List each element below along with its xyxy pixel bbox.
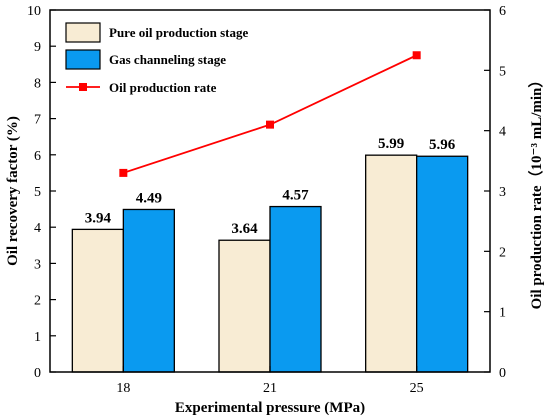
x-tick-label: 18 [116,381,130,396]
oil-rate-marker-18 [119,168,128,177]
y2-tick-label: 1 [499,306,506,321]
legend-label-gas-channeling: Gas channeling stage [109,52,226,67]
data-labels-layer: 3.94 3.64 5.99 4.49 4.57 5.96 [85,136,456,237]
y-tick-label: 10 [27,4,41,19]
x-tick-label: 21 [263,381,277,396]
data-label-pure-oil-21: 3.64 [231,221,258,237]
bar-gas-channeling-21 [269,205,322,373]
legend-swatch-gas-channeling [65,49,101,70]
y-tick-label: 7 [34,113,41,128]
y-tick-label: 5 [34,185,41,200]
axes-layer: 0 1 2 3 4 5 6 7 8 9 10 0 1 2 3 4 5 6 18 21 25 [27,4,506,396]
y2-tick-label: 0 [499,366,506,381]
y-axis-title: Oil recovery factor (%) [5,116,21,266]
data-label-gas-channeling-21: 4.57 [282,188,309,204]
data-label-pure-oil-18: 3.94 [85,210,112,226]
data-label-gas-channeling-18: 4.49 [136,190,162,206]
legend-label-oil-rate: Oil production rate [109,80,217,95]
y-tick-label: 2 [34,294,41,309]
y-tick-label: 4 [34,221,41,236]
y2-tick-label: 2 [499,245,506,260]
y-tick-label: 9 [34,40,41,55]
y-tick-label: 1 [34,330,41,345]
bar-pure-oil-21 [218,239,271,373]
y2-tick-label: 5 [499,64,506,79]
bars-layer [71,154,469,373]
legend-swatch-pure-oil [65,22,101,43]
y-tick-label: 0 [34,366,41,381]
oil-rate-marker-21 [266,120,274,129]
line-layer [119,51,421,177]
x-axis-title: Experimental pressure (MPa) [175,400,365,416]
y-tick-label: 8 [34,76,41,91]
y2-tick-label: 3 [499,185,506,200]
y2-axis-title: Oil production rate（10⁻³ mL/min） [527,73,545,310]
legend-label-pure-oil: Pure oil production stage [109,25,249,40]
y-tick-label: 3 [34,257,41,272]
data-label-gas-channeling-25: 5.96 [429,137,456,153]
bar-pure-oil-18 [71,228,124,373]
y2-tick-label: 4 [499,125,506,140]
oil-rate-marker-25 [412,51,421,60]
data-label-pure-oil-25: 5.99 [378,136,404,152]
bar-gas-channeling-18 [122,208,175,373]
legend: Pure oil production stage Gas channeling… [65,22,249,95]
y2-tick-label: 6 [499,4,506,19]
y-tick-label: 6 [34,149,41,164]
bar-pure-oil-25 [365,154,418,373]
x-tick-label: 25 [410,381,424,396]
bar-gas-channeling-25 [416,155,469,373]
legend-marker-oil-rate [79,83,87,91]
